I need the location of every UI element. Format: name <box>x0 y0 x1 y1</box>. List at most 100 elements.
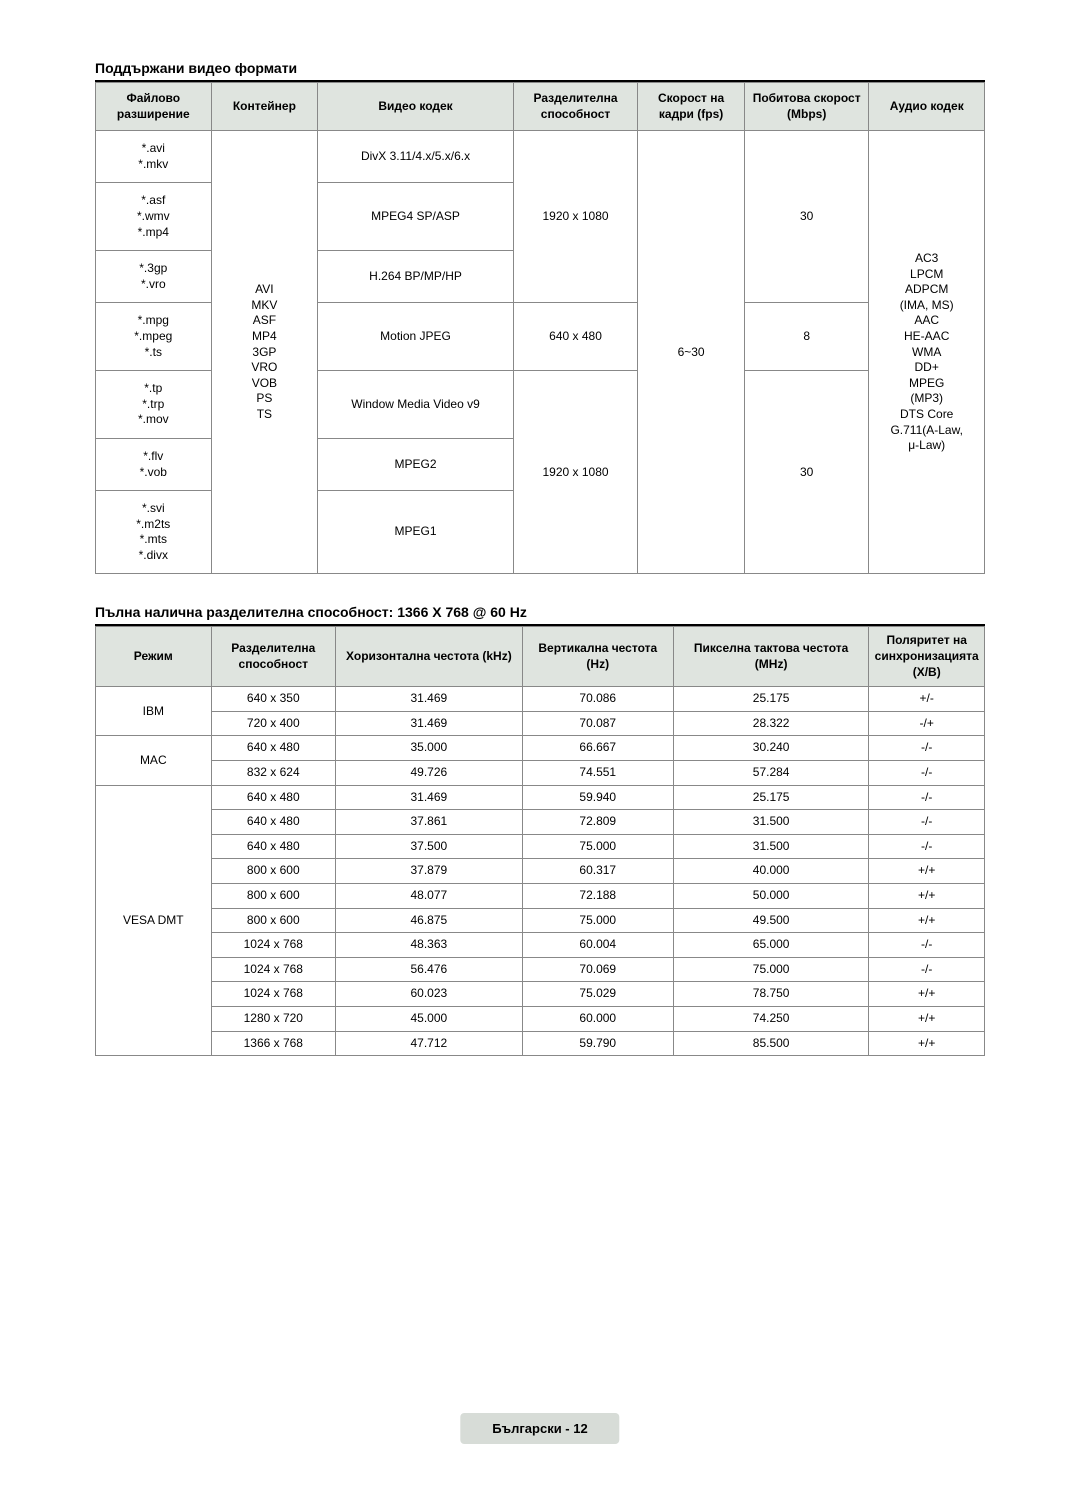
t1-h6: Побитова скорост (Mbps) <box>744 83 868 131</box>
c: 37.861 <box>336 810 523 835</box>
c: -/- <box>869 761 985 786</box>
mode-ibm: IBM <box>96 687 212 736</box>
audio-cell: AC3 LPCM ADPCM (IMA, MS) AAC HE-AAC WMA … <box>869 131 985 574</box>
res-2: 640 x 480 <box>513 303 637 371</box>
c: -/- <box>869 957 985 982</box>
c: 74.551 <box>522 761 673 786</box>
c: 45.000 <box>336 1006 523 1031</box>
c: 75.029 <box>522 982 673 1007</box>
ext-7: *.svi *.m2ts *.mts *.divx <box>96 491 212 574</box>
codec-4: Motion JPEG <box>318 303 514 371</box>
c: 800 x 600 <box>211 859 335 884</box>
t1-h2: Контейнер <box>211 83 318 131</box>
c: 78.750 <box>673 982 869 1007</box>
c: 59.940 <box>522 785 673 810</box>
c: 60.023 <box>336 982 523 1007</box>
c: 35.000 <box>336 736 523 761</box>
video-formats-table: Файлово разширение Контейнер Видео кодек… <box>95 82 985 574</box>
c: +/+ <box>869 884 985 909</box>
c: 59.790 <box>522 1031 673 1056</box>
c: +/+ <box>869 1006 985 1031</box>
ext-3: *.3gp *.vro <box>96 251 212 303</box>
c: -/- <box>869 736 985 761</box>
c: 60.317 <box>522 859 673 884</box>
res-3: 1920 x 1080 <box>513 371 637 574</box>
c: 48.363 <box>336 933 523 958</box>
c: 31.469 <box>336 711 523 736</box>
c: 65.000 <box>673 933 869 958</box>
c: 1024 x 768 <box>211 982 335 1007</box>
ext-4: *.mpg *.mpeg *.ts <box>96 303 212 371</box>
c: 1280 x 720 <box>211 1006 335 1031</box>
c: 640 x 350 <box>211 687 335 712</box>
c: 74.250 <box>673 1006 869 1031</box>
c: 640 x 480 <box>211 785 335 810</box>
c: +/+ <box>869 859 985 884</box>
codec-1: DivX 3.11/4.x/5.x/6.x <box>318 131 514 183</box>
c: +/- <box>869 687 985 712</box>
c: 72.188 <box>522 884 673 909</box>
c: -/- <box>869 933 985 958</box>
c: 1024 x 768 <box>211 933 335 958</box>
c: 800 x 600 <box>211 908 335 933</box>
res-1: 1920 x 1080 <box>513 131 637 303</box>
c: 1024 x 768 <box>211 957 335 982</box>
t2-h6: Поляритет на синхронизацията (X/B) <box>869 627 985 687</box>
c: 56.476 <box>336 957 523 982</box>
t1-h3: Видео кодек <box>318 83 514 131</box>
c: 72.809 <box>522 810 673 835</box>
c: 720 x 400 <box>211 711 335 736</box>
c: 31.469 <box>336 785 523 810</box>
t2-h4: Вертикална честота (Hz) <box>522 627 673 687</box>
c: 60.000 <box>522 1006 673 1031</box>
c: 28.322 <box>673 711 869 736</box>
codec-7: MPEG1 <box>318 491 514 574</box>
ext-5: *.tp *.trp *.mov <box>96 371 212 439</box>
c: 46.875 <box>336 908 523 933</box>
c: 640 x 480 <box>211 736 335 761</box>
c: 25.175 <box>673 785 869 810</box>
page-footer: Български - 12 <box>460 1413 619 1444</box>
codec-5: Window Media Video v9 <box>318 371 514 439</box>
c: 30.240 <box>673 736 869 761</box>
c: +/+ <box>869 1031 985 1056</box>
t2-h1: Режим <box>96 627 212 687</box>
c: 60.004 <box>522 933 673 958</box>
c: 832 x 624 <box>211 761 335 786</box>
c: 49.726 <box>336 761 523 786</box>
ext-6: *.flv *.vob <box>96 438 212 490</box>
c: 800 x 600 <box>211 884 335 909</box>
c: 70.087 <box>522 711 673 736</box>
c: 57.284 <box>673 761 869 786</box>
c: 66.667 <box>522 736 673 761</box>
c: 31.469 <box>336 687 523 712</box>
c: 75.000 <box>673 957 869 982</box>
c: 75.000 <box>522 834 673 859</box>
c: 70.086 <box>522 687 673 712</box>
c: 49.500 <box>673 908 869 933</box>
ext-1: *.avi *.mkv <box>96 131 212 183</box>
resolution-table: Режим Разделителна способност Хоризонтал… <box>95 626 985 1056</box>
c: -/- <box>869 834 985 859</box>
c: 50.000 <box>673 884 869 909</box>
codec-2: MPEG4 SP/ASP <box>318 183 514 251</box>
mode-vesa: VESA DMT <box>96 785 212 1056</box>
t1-h1: Файлово разширение <box>96 83 212 131</box>
c: 47.712 <box>336 1031 523 1056</box>
c: 640 x 480 <box>211 810 335 835</box>
c: 70.069 <box>522 957 673 982</box>
codec-3: H.264 BP/MP/HP <box>318 251 514 303</box>
c: 31.500 <box>673 834 869 859</box>
c: -/+ <box>869 711 985 736</box>
t1-h5: Скорост на кадри (fps) <box>638 83 745 131</box>
c: 640 x 480 <box>211 834 335 859</box>
bitrate-2: 8 <box>744 303 868 371</box>
container-cell: AVI MKV ASF MP4 3GP VRO VOB PS TS <box>211 131 318 574</box>
section1-title: Поддържани видео формати <box>95 60 985 82</box>
t2-h2: Разделителна способност <box>211 627 335 687</box>
c: 48.077 <box>336 884 523 909</box>
c: 85.500 <box>673 1031 869 1056</box>
t2-h3: Хоризонтална честота (kHz) <box>336 627 523 687</box>
fps: 6~30 <box>638 131 745 574</box>
ext-2: *.asf *.wmv *.mp4 <box>96 183 212 251</box>
